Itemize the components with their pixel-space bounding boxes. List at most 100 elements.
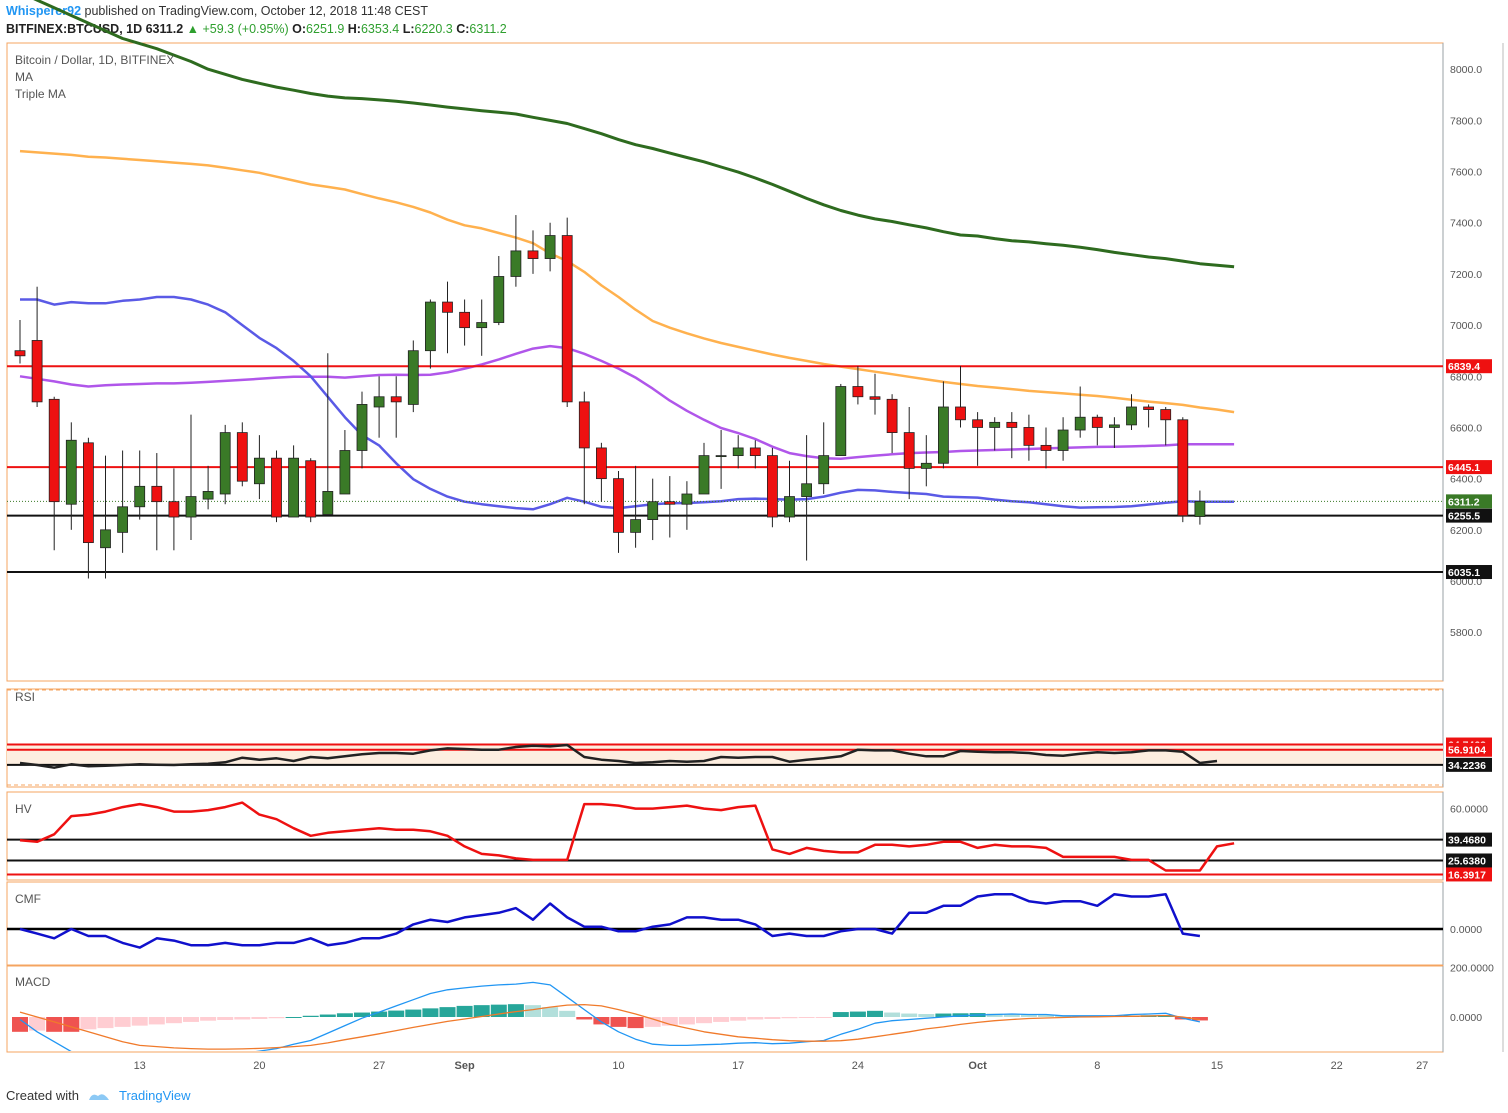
price-pane[interactable]: 5800.06000.06200.06400.06600.06800.07000… — [7, 0, 1492, 639]
candle[interactable] — [390, 376, 402, 438]
macd-hist-bar — [405, 1009, 422, 1017]
candle[interactable] — [373, 376, 385, 438]
candle[interactable] — [1023, 414, 1035, 461]
candle[interactable] — [647, 478, 659, 541]
level-tag-text: 6839.4 — [1448, 361, 1480, 373]
candle[interactable] — [938, 381, 949, 469]
candle[interactable] — [202, 465, 214, 510]
macd-hist-bar — [815, 1017, 832, 1018]
candle[interactable] — [1160, 406, 1172, 446]
open-label: O: — [292, 22, 307, 36]
candle[interactable] — [664, 476, 676, 538]
candle[interactable] — [339, 430, 351, 495]
candle[interactable] — [510, 215, 522, 287]
candle[interactable] — [48, 396, 60, 551]
candle[interactable] — [630, 465, 641, 548]
candle[interactable] — [100, 455, 111, 579]
candle-body-down — [1160, 409, 1172, 421]
candle[interactable] — [305, 458, 317, 523]
candle[interactable] — [715, 430, 727, 489]
macd-tick-label: 0.0000 — [1450, 1012, 1482, 1024]
candle[interactable] — [117, 450, 128, 553]
macd-hist-bar — [644, 1017, 661, 1027]
candle[interactable] — [681, 481, 693, 530]
candle[interactable] — [219, 424, 231, 505]
candle[interactable] — [424, 299, 436, 369]
macd-pane[interactable]: MACD 0.0000 200.0000 — [12, 963, 1494, 1068]
candle[interactable] — [1074, 386, 1086, 438]
candle[interactable] — [869, 373, 881, 415]
price-tick-label: 6800.0 — [1450, 371, 1482, 383]
pane-border-4 — [6, 965, 1444, 1053]
candle-body-up — [835, 386, 847, 457]
macd-hist-bar — [80, 1017, 97, 1030]
candle[interactable] — [134, 450, 146, 520]
candle-body-up — [117, 506, 128, 533]
candle-body-up — [681, 493, 693, 505]
candle[interactable] — [835, 383, 847, 457]
candle[interactable] — [920, 435, 932, 487]
candle[interactable] — [65, 422, 77, 530]
rsi-level-tag-text: 56.9104 — [1448, 745, 1486, 757]
candle[interactable] — [168, 468, 180, 551]
candle[interactable] — [578, 391, 590, 505]
candle[interactable] — [1091, 414, 1103, 446]
candle[interactable] — [253, 435, 265, 500]
candle[interactable] — [83, 437, 94, 579]
candle[interactable] — [1109, 417, 1120, 448]
author-link[interactable]: Whisperer92 — [6, 4, 82, 18]
candle[interactable] — [236, 422, 248, 487]
candle-body-up — [1109, 424, 1120, 428]
candle[interactable] — [613, 470, 624, 553]
level-tag-bg — [1446, 508, 1492, 523]
candle[interactable] — [476, 299, 488, 356]
candle[interactable] — [989, 417, 1001, 451]
candle[interactable] — [151, 453, 163, 551]
candle[interactable] — [442, 281, 453, 354]
candle-body-down — [596, 447, 607, 480]
candle[interactable] — [407, 340, 419, 413]
candle[interactable] — [356, 391, 368, 469]
candle[interactable] — [31, 286, 43, 407]
candle[interactable] — [801, 435, 812, 561]
candle[interactable] — [767, 447, 778, 528]
candle[interactable] — [818, 422, 830, 494]
candle[interactable] — [1177, 417, 1189, 523]
cmf-pane[interactable]: CMF 0.0000 — [7, 892, 1482, 949]
candle[interactable] — [322, 353, 334, 515]
macd-hist-bar — [542, 1007, 559, 1017]
candle[interactable] — [561, 217, 573, 407]
candle[interactable] — [185, 414, 197, 541]
candle[interactable] — [544, 222, 556, 272]
candle[interactable] — [903, 406, 915, 500]
candle[interactable] — [527, 230, 539, 274]
candle[interactable] — [732, 435, 744, 469]
candle[interactable] — [852, 366, 864, 405]
candle[interactable] — [459, 299, 471, 346]
candle[interactable] — [288, 445, 300, 518]
pane-border-2 — [6, 791, 1444, 881]
time-tick-label: 20 — [253, 1060, 265, 1072]
candle[interactable] — [596, 442, 607, 502]
candle[interactable] — [1057, 417, 1069, 461]
candle[interactable] — [955, 366, 966, 428]
candle[interactable] — [749, 440, 761, 469]
candle[interactable] — [698, 442, 710, 495]
candle[interactable] — [493, 256, 505, 326]
candle[interactable] — [1194, 490, 1206, 525]
candle[interactable] — [784, 460, 795, 523]
macd-hist-bar — [29, 1017, 46, 1031]
candle[interactable] — [972, 412, 983, 466]
tradingview-link[interactable]: TradingView — [118, 1088, 191, 1103]
macd-hist-bar — [114, 1017, 131, 1027]
candle[interactable] — [1040, 427, 1052, 469]
candle[interactable] — [1006, 412, 1018, 459]
candle[interactable] — [14, 319, 26, 364]
candle[interactable] — [886, 394, 898, 454]
candle[interactable] — [271, 450, 282, 523]
candle[interactable] — [1143, 404, 1154, 428]
candle[interactable] — [1126, 394, 1137, 431]
